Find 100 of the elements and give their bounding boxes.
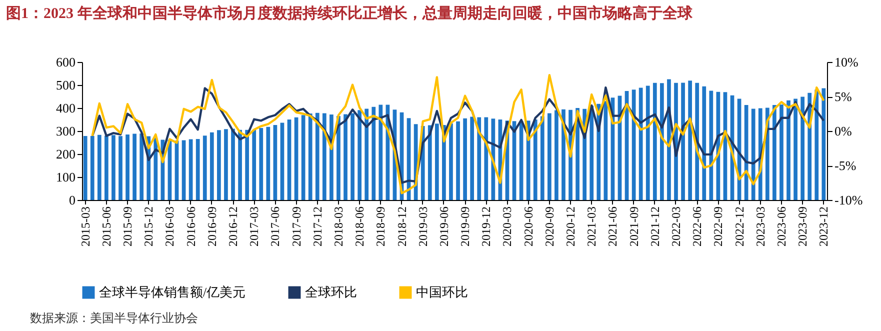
x-tick-label: 2023-03 [753, 206, 768, 246]
x-tick-label: 2018-09 [374, 206, 388, 246]
bar [786, 100, 790, 200]
bar [280, 122, 284, 200]
bar [336, 116, 340, 200]
y2-tick-label: 10% [834, 54, 858, 70]
bar [554, 110, 558, 200]
source-note: 数据来源：美国半导体行业协会 [29, 310, 199, 327]
y-tick-label: 400 [56, 100, 76, 116]
bar [231, 128, 235, 200]
bar [590, 106, 594, 200]
bar [702, 86, 706, 200]
bar [638, 88, 643, 200]
legend-label: 全球半导体销售额/亿美元 [99, 284, 246, 300]
x-tick-label: 2020-06 [521, 206, 536, 246]
bar [210, 132, 214, 200]
bar [477, 117, 482, 200]
x-tick-label: 2015-06 [99, 206, 114, 246]
x-tick-label: 2021-12 [648, 206, 662, 246]
bar [449, 123, 453, 200]
bar [83, 136, 88, 200]
bar [315, 112, 320, 200]
y-tick-label: 200 [56, 146, 76, 162]
y2-tick-label: -10% [834, 192, 863, 208]
bar [364, 108, 369, 200]
bar [90, 136, 94, 200]
x-tick-label: 2020-09 [542, 206, 556, 246]
x-tick-label: 2020-03 [500, 206, 514, 246]
bar [540, 116, 544, 200]
bar [533, 120, 538, 200]
y-tick-label: 600 [56, 54, 76, 70]
bar [126, 134, 130, 200]
y2-tick-label: -5% [834, 158, 856, 173]
bar [681, 82, 685, 200]
bar [104, 136, 108, 200]
x-tick-label: 2023-12 [816, 206, 831, 246]
x-tick-label: 2018-12 [394, 206, 409, 246]
bar [660, 83, 664, 200]
bar [814, 90, 819, 200]
x-tick-label: 2015-03 [78, 206, 92, 246]
bar [428, 125, 432, 200]
x-tick-label: 2019-03 [416, 206, 430, 246]
bar [273, 125, 278, 200]
bar [132, 134, 136, 200]
x-tick-label: 2017-03 [247, 206, 262, 246]
x-tick-label: 2019-12 [479, 206, 494, 246]
bar [822, 88, 826, 200]
x-tick-label: 2017-12 [310, 206, 324, 246]
y-tick-label: 100 [56, 170, 76, 184]
bar [140, 134, 144, 200]
bar [547, 113, 552, 200]
x-tick-label: 2020-12 [564, 206, 578, 246]
line-series [91, 74, 825, 194]
bar [372, 106, 376, 200]
bar [484, 117, 488, 200]
bar [350, 113, 354, 200]
x-tick-label: 2015-12 [142, 206, 156, 246]
y-tick-label: 500 [56, 78, 76, 92]
bar [562, 109, 566, 200]
bar [188, 139, 193, 200]
bar [646, 86, 650, 200]
bar [688, 80, 692, 200]
bar [344, 114, 348, 200]
bar [182, 140, 186, 200]
x-tick-label: 2017-06 [268, 206, 282, 246]
bar [238, 130, 242, 200]
x-tick-label: 2022-06 [690, 206, 704, 246]
chart-title: 图1：2023 年全球和中国半导体市场月度数据持续环比正增长，总量周期走向回暖，中国市场略高于全球 [5, 4, 694, 24]
y2-tick-label: 5% [834, 89, 852, 104]
bar [456, 121, 460, 200]
bar [709, 90, 714, 200]
bar [252, 130, 256, 200]
bar [97, 134, 102, 200]
bar [287, 120, 292, 200]
bar [196, 139, 200, 200]
x-tick-label: 2018-06 [352, 206, 367, 246]
bar [118, 136, 122, 200]
bar [358, 110, 362, 200]
bar [794, 98, 798, 200]
x-tick-label: 2019-06 [436, 206, 451, 246]
x-tick-label: 2023-09 [796, 206, 810, 246]
x-tick-label: 2021-03 [584, 206, 599, 246]
bar [266, 126, 270, 200]
x-tick-label: 2021-09 [626, 206, 641, 246]
bar [378, 104, 383, 200]
y-tick-label: 300 [56, 124, 76, 138]
bar [780, 104, 784, 200]
bar [604, 101, 608, 200]
line-series [91, 86, 825, 184]
x-tick-label: 2017-09 [289, 206, 304, 246]
x-tick-label: 2016-12 [226, 206, 240, 246]
bar [224, 129, 228, 200]
x-tick-label: 2016-03 [162, 206, 177, 246]
bar [322, 113, 326, 200]
bar [434, 124, 439, 200]
bar [772, 105, 776, 200]
x-tick-label: 2018-03 [331, 206, 346, 246]
x-tick-label: 2022-09 [711, 206, 726, 246]
bar [308, 114, 312, 200]
x-tick-label: 2016-06 [184, 206, 198, 246]
